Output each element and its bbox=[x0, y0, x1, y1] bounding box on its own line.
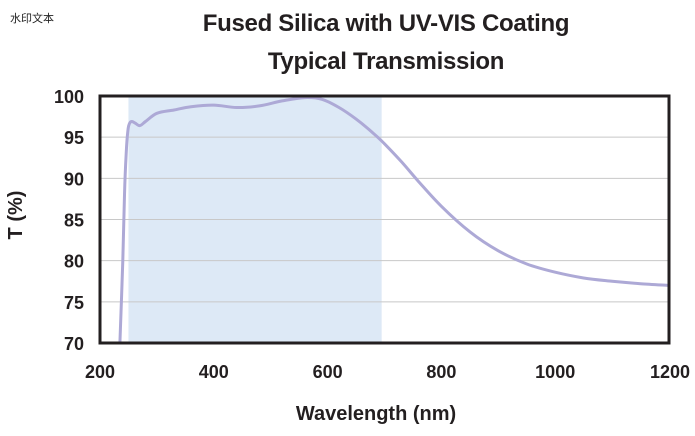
chart-title: Fused Silica with UV-VIS Coating bbox=[203, 10, 569, 37]
grid-lines bbox=[100, 136, 669, 303]
plot-frame bbox=[98, 94, 671, 345]
x-tick-label: 400 bbox=[199, 362, 229, 382]
y-tick-label: 80 bbox=[64, 252, 84, 272]
x-tick-label: 1000 bbox=[535, 362, 575, 382]
y-tick-label: 85 bbox=[64, 211, 84, 231]
y-tick-label: 90 bbox=[64, 169, 84, 189]
x-tick-label: 200 bbox=[85, 362, 115, 382]
x-tick-label: 800 bbox=[426, 362, 456, 382]
transmission-curve bbox=[118, 96, 671, 345]
y-tick-label: 95 bbox=[64, 128, 84, 148]
y-axis-label: T (%) bbox=[5, 191, 27, 240]
x-tick-label: 600 bbox=[313, 362, 343, 382]
watermark-text: 水印文本 bbox=[10, 12, 54, 25]
y-tick-label: 75 bbox=[64, 293, 84, 313]
y-tick-label: 70 bbox=[64, 334, 84, 354]
x-tick-label: 1200 bbox=[650, 362, 690, 382]
chart-subtitle: Typical Transmission bbox=[268, 48, 504, 75]
y-axis-ticks: 70 75 80 85 90 95 100 bbox=[54, 87, 84, 354]
x-axis-ticks: 200 400 600 800 1000 1200 bbox=[85, 362, 690, 382]
x-axis-label: Wavelength (nm) bbox=[296, 403, 456, 425]
y-tick-label: 100 bbox=[54, 87, 84, 107]
